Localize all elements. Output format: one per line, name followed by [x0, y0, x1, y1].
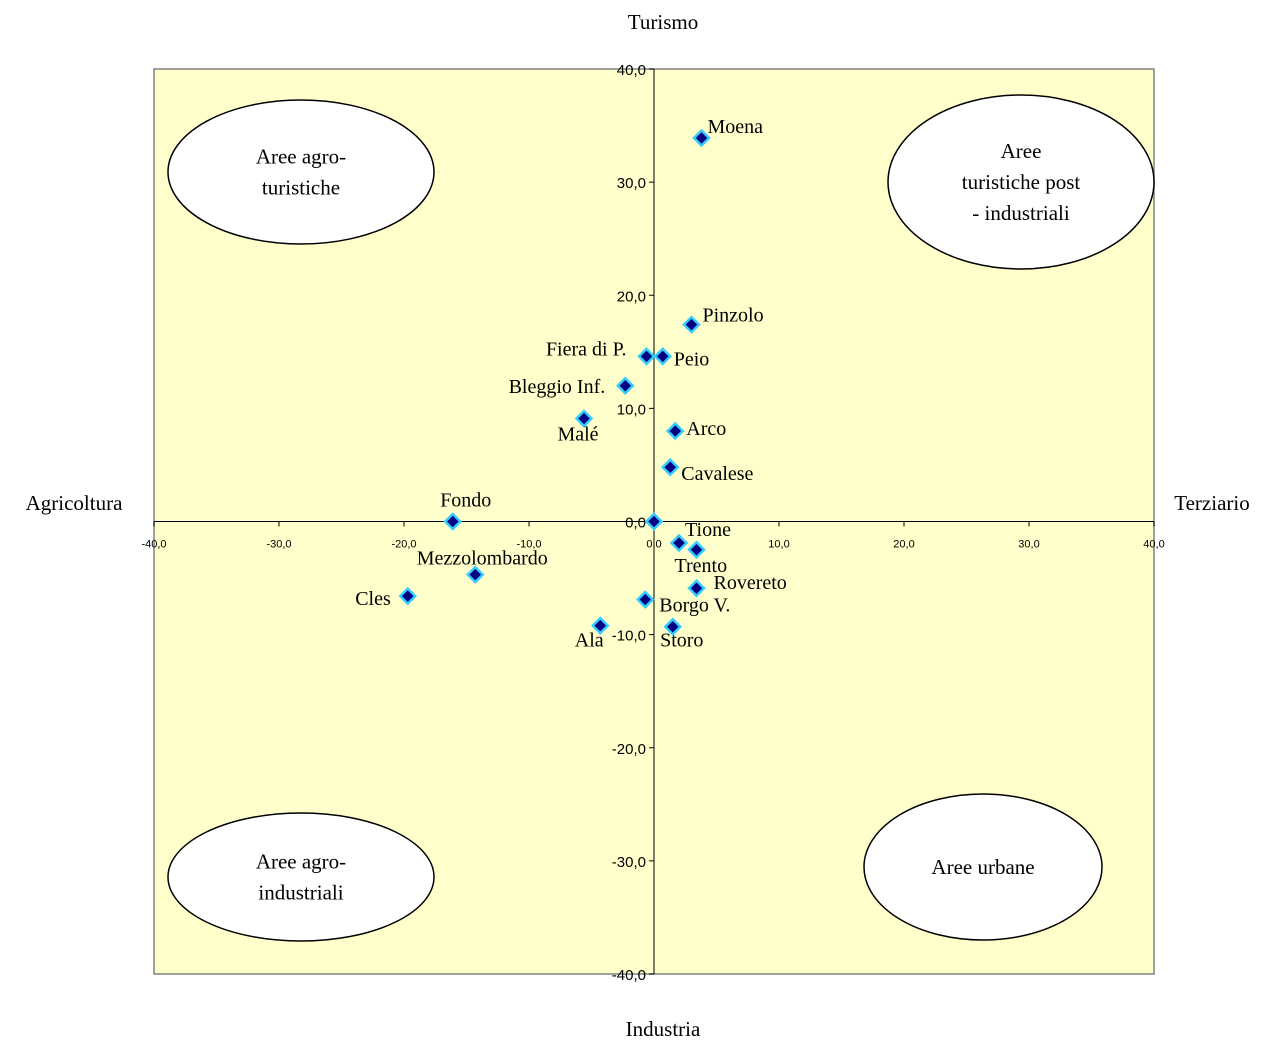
data-point-label: Borgo V.	[659, 595, 730, 617]
y-tick-label: -10,0	[612, 628, 646, 645]
y-tick-label: 0,0	[625, 515, 646, 532]
data-point-label: Peio	[674, 348, 710, 370]
axis-title-right: Terziario	[1174, 491, 1249, 515]
axes: -40,0 -30,0 -20,0 -10,0 0,0 10,0 20,0 30,0 40,0 4…	[141, 62, 1164, 984]
data-point	[669, 533, 689, 553]
data-point-label: Fondo	[440, 490, 491, 512]
axis-title-left: Agricoltura	[26, 491, 123, 515]
y-tick-label: 20,0	[617, 288, 646, 305]
data-point-label: Malé	[557, 424, 598, 446]
data-point	[663, 617, 683, 636]
data-point	[398, 586, 418, 606]
y-tick-label: 30,0	[617, 175, 646, 192]
data-point	[682, 315, 701, 334]
data-point	[665, 421, 685, 441]
data-point	[687, 540, 706, 560]
quadrant-annotation-text: Aree	[1001, 139, 1042, 163]
data-point	[644, 512, 664, 531]
x-tick-label: 0,0	[646, 539, 661, 551]
data-point	[692, 128, 711, 148]
quadrant-ellipse	[167, 812, 435, 942]
x-tick-label: -20,0	[391, 539, 416, 551]
quadrant-ellipse	[167, 99, 435, 245]
x-tick-label: -40,0	[141, 539, 166, 551]
data-point-label: Storo	[660, 630, 703, 652]
data-point-label: Rovereto	[714, 572, 787, 594]
data-point-label: Cavalese	[681, 463, 753, 485]
data-point	[653, 347, 673, 366]
quadrant-annotation-text: Aree urbane	[931, 855, 1034, 879]
quadrant-annotations: Aree agro-turistiche Aree turistiche post -…	[167, 94, 1155, 942]
data-point-label: Cles	[355, 588, 391, 610]
quadrant-annotation-text: turistiche post	[962, 170, 1081, 194]
y-tick-label: 10,0	[617, 401, 646, 418]
data-point-label: Bleggio Inf.	[509, 376, 606, 398]
quadrant-annotation-text: turistiche	[262, 176, 340, 200]
y-tick-label: 40,0	[617, 62, 646, 79]
quadrant-annotation-text: Aree agro-	[256, 850, 346, 874]
axis-title-top: Turismo	[628, 10, 698, 34]
y-tick-label: -40,0	[612, 967, 646, 984]
data-point-label: Fiera di P.	[546, 338, 627, 360]
data-point-label: Pinzolo	[703, 305, 764, 327]
data-point	[660, 457, 680, 477]
x-tick-label: -10,0	[516, 539, 541, 551]
data-point	[590, 616, 610, 635]
data-point	[637, 347, 656, 366]
data-point	[443, 512, 463, 531]
data-point-label: Tione	[685, 519, 731, 541]
axis-title-bottom: Industria	[626, 1017, 701, 1041]
data-point	[687, 578, 706, 598]
data-point-label: Arco	[686, 418, 726, 440]
y-tick-label: -30,0	[612, 854, 646, 871]
quadrant-ellipse	[863, 793, 1103, 941]
data-point-label: Mezzolombardo	[417, 548, 548, 570]
data-point-label: Moena	[708, 116, 764, 138]
x-tick-label: 30,0	[1018, 539, 1039, 551]
data-point	[635, 590, 655, 609]
data-point	[615, 376, 635, 396]
y-tick-label: -20,0	[612, 741, 646, 758]
quadrant-annotation-text: industriali	[258, 881, 343, 905]
data-point-label: Ala	[575, 630, 604, 652]
x-tick-label: -30,0	[266, 539, 291, 551]
data-point	[574, 409, 594, 428]
quadrant-annotation-text: - industriali	[972, 201, 1070, 225]
data-points: Moena Pinzolo Fiera di P. Peio Bleggio Inf. M…	[355, 116, 787, 652]
axis-titles: Turismo Industria Agricoltura Terziario	[26, 10, 1250, 1041]
quadrant-annotation-text: Aree agro-	[256, 145, 346, 169]
x-tick-label: 10,0	[768, 539, 789, 551]
data-point-label: Trento	[675, 555, 728, 577]
quadrant-ellipse	[887, 94, 1155, 270]
data-point	[465, 565, 485, 584]
x-tick-label: 40,0	[1143, 539, 1164, 551]
x-tick-label: 20,0	[893, 539, 914, 551]
